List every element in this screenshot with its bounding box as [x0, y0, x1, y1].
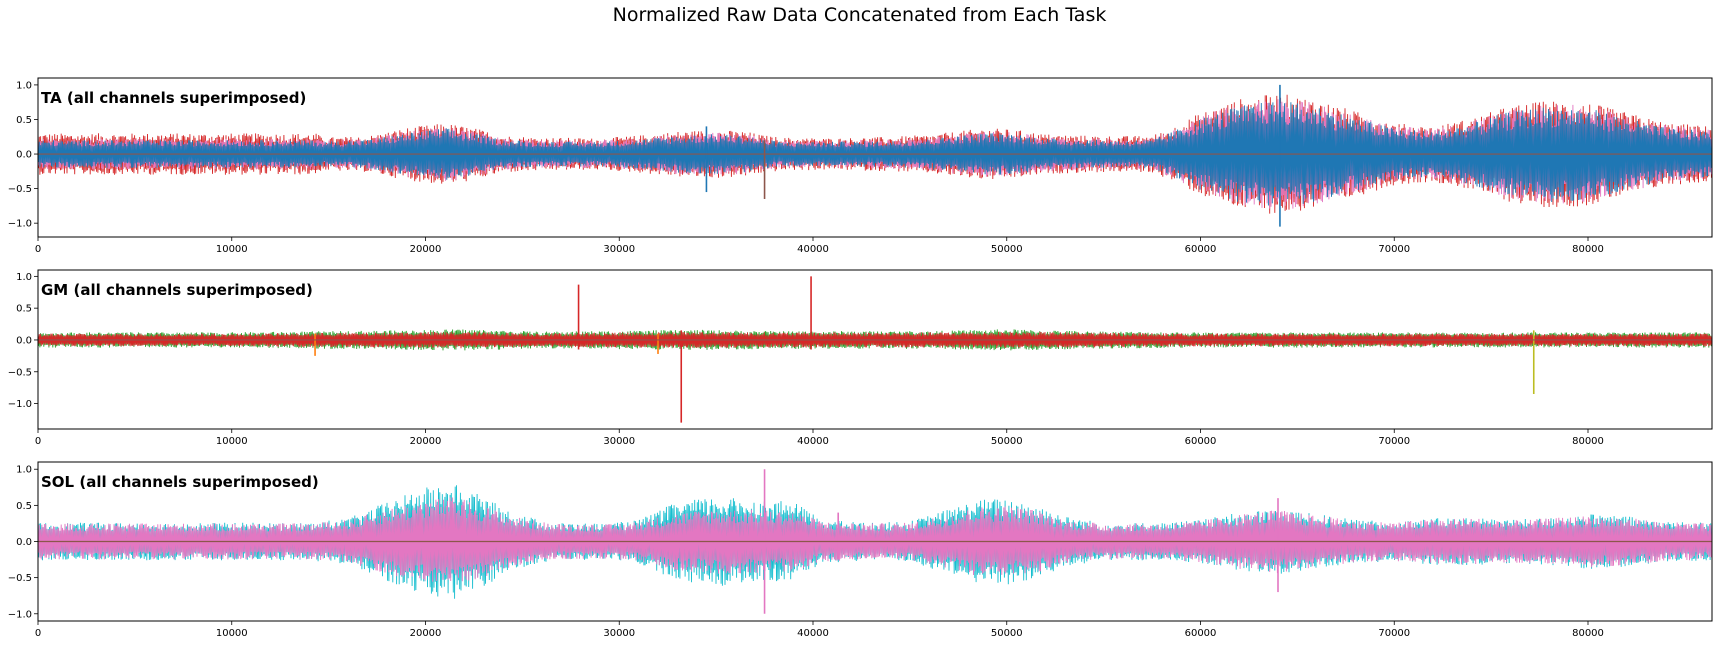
x-tick-label: 40000: [797, 628, 829, 639]
series-trace-blue: [38, 102, 1712, 206]
plot-area: [38, 469, 1712, 614]
y-tick-label: −0.5: [8, 573, 32, 584]
x-tick-label: 10000: [216, 244, 248, 255]
y-tick-label: 0.0: [16, 150, 32, 161]
subplot-1: 0 10000 20000 30000 40000 50000 60000 70000 8000…: [8, 77, 1713, 255]
x-tick-label: 70000: [1378, 436, 1410, 447]
y-tick-label: −1.0: [8, 609, 32, 620]
y-tick-label: 1.0: [16, 80, 32, 91]
x-tick-label: 70000: [1378, 244, 1410, 255]
x-tick-label: 40000: [797, 244, 829, 255]
x-tick-label: 60000: [1185, 244, 1217, 255]
x-tick-label: 20000: [410, 436, 442, 447]
y-tick-label: 0.5: [16, 115, 32, 126]
x-tick-label: 80000: [1572, 436, 1604, 447]
subplot-title: GM (all channels superimposed): [41, 281, 313, 299]
x-tick-label: 40000: [797, 436, 829, 447]
y-tick-label: 0.5: [16, 501, 32, 512]
y-tick-label: 0.0: [16, 335, 32, 346]
x-tick-label: 10000: [216, 436, 248, 447]
y-tick-label: 1.0: [16, 272, 32, 283]
x-tick-label: 0: [35, 628, 41, 639]
axes-frame: [37, 77, 1713, 238]
x-tick-label: 0: [35, 436, 41, 447]
x-tick-label: 0: [35, 244, 41, 255]
x-tick-label: 10000: [216, 628, 248, 639]
axes-frame: [37, 269, 1713, 430]
y-tick-label: 0.0: [16, 537, 32, 548]
y-tick-label: −0.5: [8, 184, 32, 195]
x-tick-label: 60000: [1185, 436, 1217, 447]
x-tick-label: 50000: [991, 628, 1023, 639]
y-tick-label: −0.5: [8, 367, 32, 378]
plot-area: [38, 276, 1712, 423]
x-tick-label: 80000: [1572, 628, 1604, 639]
figure-suptitle: Normalized Raw Data Concatenated from Ea…: [612, 4, 1107, 26]
subplot-2: 0 10000 20000 30000 40000 50000 60000 70000 8000…: [8, 269, 1713, 447]
y-tick-label: −1.0: [8, 399, 32, 410]
x-tick-label: 80000: [1572, 244, 1604, 255]
plot-area: [38, 84, 1712, 227]
y-tick-label: −1.0: [8, 219, 32, 230]
x-tick-label: 20000: [410, 244, 442, 255]
x-tick-label: 30000: [603, 244, 635, 255]
y-tick-label: 0.5: [16, 304, 32, 315]
subplot-title: SOL (all channels superimposed): [41, 473, 319, 491]
x-tick-label: 20000: [410, 628, 442, 639]
series-trace-pink: [38, 497, 1712, 582]
x-tick-label: 60000: [1185, 628, 1217, 639]
subplot-3: 0 10000 20000 30000 40000 50000 60000 70000 8000…: [8, 461, 1713, 639]
x-tick-label: 30000: [603, 436, 635, 447]
x-tick-label: 50000: [991, 244, 1023, 255]
x-tick-label: 70000: [1378, 628, 1410, 639]
x-tick-label: 30000: [603, 628, 635, 639]
y-tick-label: 1.0: [16, 465, 32, 476]
x-tick-label: 50000: [991, 436, 1023, 447]
subplot-title: TA (all channels superimposed): [41, 89, 306, 107]
